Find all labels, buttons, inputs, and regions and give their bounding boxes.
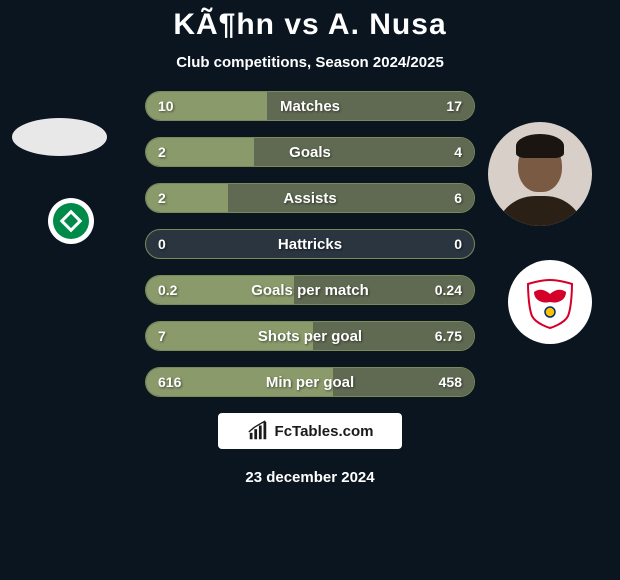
stat-right-value: 17	[446, 98, 462, 114]
comparison-card: KÃ¶hn vs A. Nusa Club competitions, Seas…	[0, 0, 620, 580]
stats-list: 10Matches17 2Goals4 2Assists6 0Hattricks0 0.…	[0, 91, 620, 397]
stat-right-value: 6.75	[435, 328, 462, 344]
stat-right-value: 0	[454, 236, 462, 252]
stat-right-value: 4	[454, 144, 462, 160]
stat-label: Goals per match	[146, 282, 474, 299]
footer-brand-text: FcTables.com	[275, 423, 374, 440]
stat-row: 7Shots per goal6.75	[145, 321, 475, 351]
stat-label: Goals	[146, 144, 474, 161]
stat-label: Matches	[146, 98, 474, 115]
footer-brand-badge[interactable]: FcTables.com	[218, 413, 402, 449]
stat-right-value: 458	[439, 374, 462, 390]
stat-row: 0Hattricks0	[145, 229, 475, 259]
stat-right-value: 0.24	[435, 282, 462, 298]
chart-icon	[247, 420, 269, 442]
stat-right-value: 6	[454, 190, 462, 206]
stat-row: 0.2Goals per match0.24	[145, 275, 475, 305]
stat-row: 616Min per goal458	[145, 367, 475, 397]
stat-label: Assists	[146, 190, 474, 207]
page-title: KÃ¶hn vs A. Nusa	[0, 8, 620, 42]
stat-label: Hattricks	[146, 236, 474, 253]
stat-label: Min per goal	[146, 374, 474, 391]
stat-row: 2Goals4	[145, 137, 475, 167]
date-label: 23 december 2024	[0, 469, 620, 486]
stat-row: 10Matches17	[145, 91, 475, 121]
stat-label: Shots per goal	[146, 328, 474, 345]
subtitle: Club competitions, Season 2024/2025	[0, 54, 620, 71]
stat-row: 2Assists6	[145, 183, 475, 213]
